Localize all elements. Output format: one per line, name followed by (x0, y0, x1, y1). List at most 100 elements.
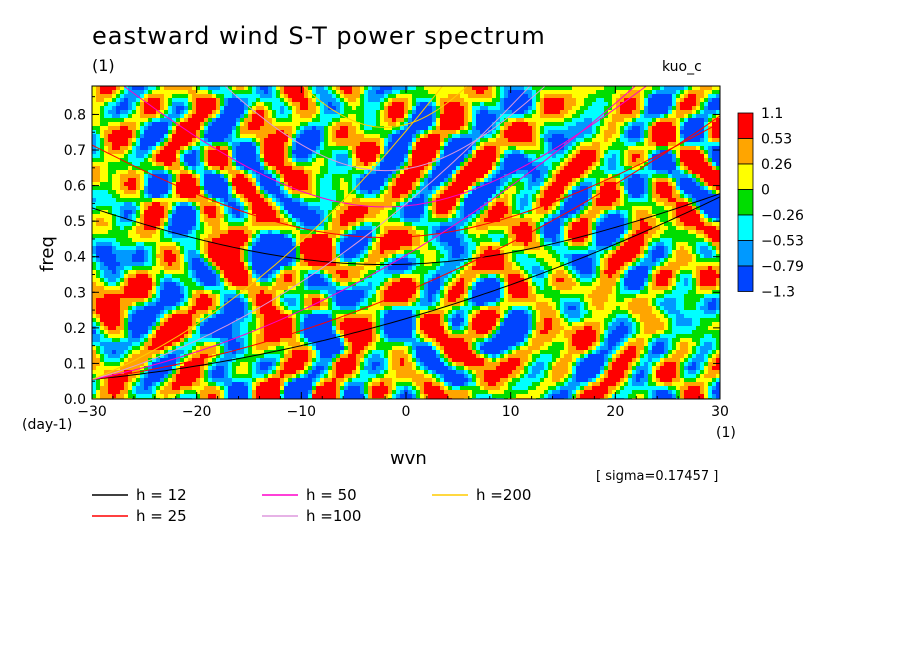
field-cell (396, 142, 401, 147)
field-cell (456, 102, 461, 107)
field-cell (260, 118, 265, 123)
field-cell (212, 114, 217, 119)
field-cell (184, 122, 189, 127)
field-cell (532, 150, 537, 155)
field-cell (196, 86, 201, 91)
field-cell (244, 110, 249, 115)
field-cell (236, 114, 241, 119)
field-cell (548, 102, 553, 107)
field-cell (136, 98, 141, 103)
field-cell (488, 134, 493, 139)
field-cell (328, 146, 333, 151)
field-cell (584, 134, 589, 139)
field-cell (132, 174, 137, 179)
field-cell (276, 198, 281, 203)
field-cell (500, 166, 505, 171)
field-cell (144, 194, 149, 199)
field-cell (236, 134, 241, 139)
field-cell (160, 86, 165, 91)
field-cell (144, 146, 149, 151)
field-cell (512, 142, 517, 147)
field-cell (604, 166, 609, 171)
field-cell (568, 122, 573, 127)
field-cell (568, 130, 573, 135)
field-cell (648, 86, 653, 91)
field-cell (580, 114, 585, 119)
field-cell (420, 206, 425, 211)
field-cell (284, 142, 289, 147)
field-cell (216, 178, 221, 183)
field-cell (352, 118, 357, 123)
field-cell (544, 190, 549, 195)
field-cell (476, 94, 481, 99)
field-cell (496, 202, 501, 207)
field-cell (648, 154, 653, 159)
field-cell (680, 166, 685, 171)
field-cell (216, 154, 221, 159)
field-cell (620, 86, 625, 91)
field-cell (268, 118, 273, 123)
field-cell (564, 178, 569, 183)
field-cell (644, 146, 649, 151)
field-cell (392, 210, 397, 215)
field-cell (628, 202, 633, 207)
field-cell (560, 170, 565, 175)
field-cell (96, 154, 101, 159)
field-cell (624, 146, 629, 151)
field-cell (392, 114, 397, 119)
field-cell (628, 178, 633, 183)
field-cell (448, 90, 453, 95)
field-cell (96, 142, 101, 147)
field-cell (668, 158, 673, 163)
field-cell (444, 210, 449, 215)
field-cell (584, 182, 589, 187)
field-cell (620, 94, 625, 99)
field-cell (580, 106, 585, 111)
field-cell (464, 118, 469, 123)
field-cell (416, 198, 421, 203)
field-cell (372, 122, 377, 127)
field-cell (604, 206, 609, 211)
field-cell (116, 178, 121, 183)
field-cell (508, 106, 513, 111)
field-cell (252, 158, 257, 163)
field-cell (664, 134, 669, 139)
field-cell (380, 90, 385, 95)
field-cell (616, 174, 621, 179)
field-cell (500, 138, 505, 143)
field-cell (592, 122, 597, 127)
field-cell (212, 150, 217, 155)
field-cell (228, 202, 233, 207)
field-cell (256, 106, 261, 111)
field-cell (292, 194, 297, 199)
field-cell (436, 206, 441, 211)
field-cell (368, 114, 373, 119)
field-cell (236, 130, 241, 135)
field-cell (528, 142, 533, 147)
field-cell (572, 102, 577, 107)
field-cell (548, 118, 553, 123)
field-cell (592, 110, 597, 115)
field-cell (556, 154, 561, 159)
field-cell (304, 138, 309, 143)
field-cell (576, 154, 581, 159)
field-cell (160, 138, 165, 143)
field-cell (700, 142, 705, 147)
field-cell (328, 182, 333, 187)
field-cell (264, 94, 269, 99)
field-cell (632, 150, 637, 155)
field-cell (380, 114, 385, 119)
field-cell (508, 198, 513, 203)
field-cell (200, 202, 205, 207)
field-cell (192, 126, 197, 131)
field-cell (432, 102, 437, 107)
field-cell (540, 190, 545, 195)
field-cell (380, 130, 385, 135)
field-cell (344, 194, 349, 199)
field-cell (600, 134, 605, 139)
field-cell (656, 130, 661, 135)
field-cell (604, 98, 609, 103)
field-cell (244, 90, 249, 95)
field-cell (488, 106, 493, 111)
field-cell (512, 174, 517, 179)
